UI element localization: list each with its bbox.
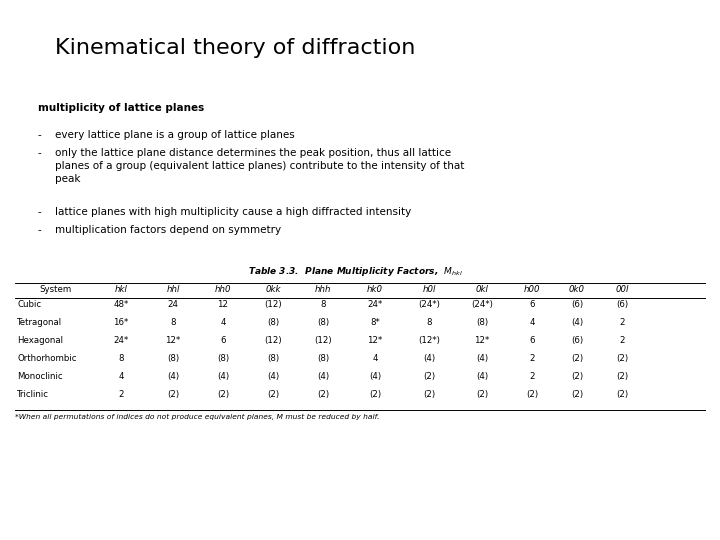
- Text: (8): (8): [476, 318, 488, 327]
- Text: 12*: 12*: [166, 336, 181, 345]
- Text: (8): (8): [317, 354, 329, 363]
- Text: (4): (4): [476, 372, 488, 381]
- Text: 24*: 24*: [113, 336, 129, 345]
- Text: Tetragonal: Tetragonal: [17, 318, 62, 327]
- Text: (4): (4): [217, 372, 229, 381]
- Text: hkl: hkl: [114, 285, 127, 294]
- Text: 0kl: 0kl: [476, 285, 488, 294]
- Text: 6: 6: [220, 336, 226, 345]
- Text: (2): (2): [616, 354, 628, 363]
- Text: multiplicity of lattice planes: multiplicity of lattice planes: [38, 103, 204, 113]
- Text: 12: 12: [217, 300, 228, 309]
- Text: only the lattice plane distance determines the peak position, thus all lattice
p: only the lattice plane distance determin…: [55, 148, 464, 184]
- Text: 4: 4: [529, 318, 535, 327]
- Text: 8*: 8*: [370, 318, 380, 327]
- Text: System: System: [39, 285, 71, 294]
- Text: (2): (2): [526, 390, 538, 399]
- Text: (4): (4): [267, 372, 279, 381]
- Text: (2): (2): [571, 354, 583, 363]
- Text: (2): (2): [571, 390, 583, 399]
- Text: (4): (4): [167, 372, 179, 381]
- Text: (24*): (24*): [418, 300, 440, 309]
- Text: (24*): (24*): [471, 300, 493, 309]
- Text: 6: 6: [529, 336, 535, 345]
- Text: (2): (2): [167, 390, 179, 399]
- Text: (2): (2): [616, 372, 628, 381]
- Text: (2): (2): [476, 390, 488, 399]
- Text: 2: 2: [118, 390, 124, 399]
- Text: (6): (6): [571, 336, 583, 345]
- Text: h0l: h0l: [423, 285, 436, 294]
- Text: 24: 24: [168, 300, 179, 309]
- Text: -: -: [38, 130, 42, 140]
- Text: (2): (2): [217, 390, 229, 399]
- Text: (8): (8): [267, 318, 279, 327]
- Text: 0kk: 0kk: [265, 285, 281, 294]
- Text: 2: 2: [529, 354, 535, 363]
- Text: hhl: hhl: [166, 285, 180, 294]
- Text: 12*: 12*: [367, 336, 382, 345]
- Text: (4): (4): [317, 372, 329, 381]
- Text: (2): (2): [267, 390, 279, 399]
- Text: hh0: hh0: [215, 285, 231, 294]
- Text: 4: 4: [372, 354, 378, 363]
- Text: (2): (2): [571, 372, 583, 381]
- Text: Hexagonal: Hexagonal: [17, 336, 63, 345]
- Text: multiplication factors depend on symmetry: multiplication factors depend on symmetr…: [55, 225, 281, 235]
- Text: 6: 6: [529, 300, 535, 309]
- Text: every lattice plane is a group of lattice planes: every lattice plane is a group of lattic…: [55, 130, 294, 140]
- Text: 16*: 16*: [113, 318, 129, 327]
- Text: (8): (8): [267, 354, 279, 363]
- Text: 2: 2: [619, 318, 625, 327]
- Text: 12*: 12*: [474, 336, 490, 345]
- Text: (2): (2): [423, 372, 435, 381]
- Text: (12*): (12*): [418, 336, 440, 345]
- Text: (2): (2): [369, 390, 381, 399]
- Text: *When all permutations of indices do not produce equivalent planes, M must be re: *When all permutations of indices do not…: [15, 414, 379, 420]
- Text: (2): (2): [616, 390, 628, 399]
- Text: 24*: 24*: [367, 300, 382, 309]
- Text: (4): (4): [571, 318, 583, 327]
- Text: 8: 8: [170, 318, 176, 327]
- Text: (8): (8): [217, 354, 229, 363]
- Text: (2): (2): [317, 390, 329, 399]
- Text: 00l: 00l: [616, 285, 629, 294]
- Text: (8): (8): [317, 318, 329, 327]
- Text: 4: 4: [118, 372, 124, 381]
- Text: (12): (12): [264, 300, 282, 309]
- Text: Monoclinic: Monoclinic: [17, 372, 63, 381]
- Text: hk0: hk0: [367, 285, 383, 294]
- Text: (6): (6): [571, 300, 583, 309]
- Text: 2: 2: [619, 336, 625, 345]
- Text: -: -: [38, 207, 42, 217]
- Text: 8: 8: [426, 318, 432, 327]
- Text: (8): (8): [167, 354, 179, 363]
- Text: Table 3.3.  Plane Multiplicity Factors,  $M_{hkl}$: Table 3.3. Plane Multiplicity Factors, $…: [248, 265, 462, 278]
- Text: 4: 4: [220, 318, 226, 327]
- Text: (6): (6): [616, 300, 628, 309]
- Text: -: -: [38, 148, 42, 158]
- Text: h00: h00: [523, 285, 540, 294]
- Text: hhh: hhh: [315, 285, 331, 294]
- Text: 8: 8: [320, 300, 325, 309]
- Text: Orthorhombic: Orthorhombic: [17, 354, 76, 363]
- Text: (4): (4): [423, 354, 435, 363]
- Text: -: -: [38, 225, 42, 235]
- Text: 8: 8: [118, 354, 124, 363]
- Text: Triclinic: Triclinic: [17, 390, 49, 399]
- Text: (12): (12): [314, 336, 332, 345]
- Text: Kinematical theory of diffraction: Kinematical theory of diffraction: [55, 38, 415, 58]
- Text: 48*: 48*: [113, 300, 129, 309]
- Text: (4): (4): [476, 354, 488, 363]
- Text: (12): (12): [264, 336, 282, 345]
- Text: (2): (2): [423, 390, 435, 399]
- Text: lattice planes with high multiplicity cause a high diffracted intensity: lattice planes with high multiplicity ca…: [55, 207, 411, 217]
- Text: Cubic: Cubic: [17, 300, 41, 309]
- Text: (4): (4): [369, 372, 381, 381]
- Text: 2: 2: [529, 372, 535, 381]
- Text: 0k0: 0k0: [569, 285, 585, 294]
